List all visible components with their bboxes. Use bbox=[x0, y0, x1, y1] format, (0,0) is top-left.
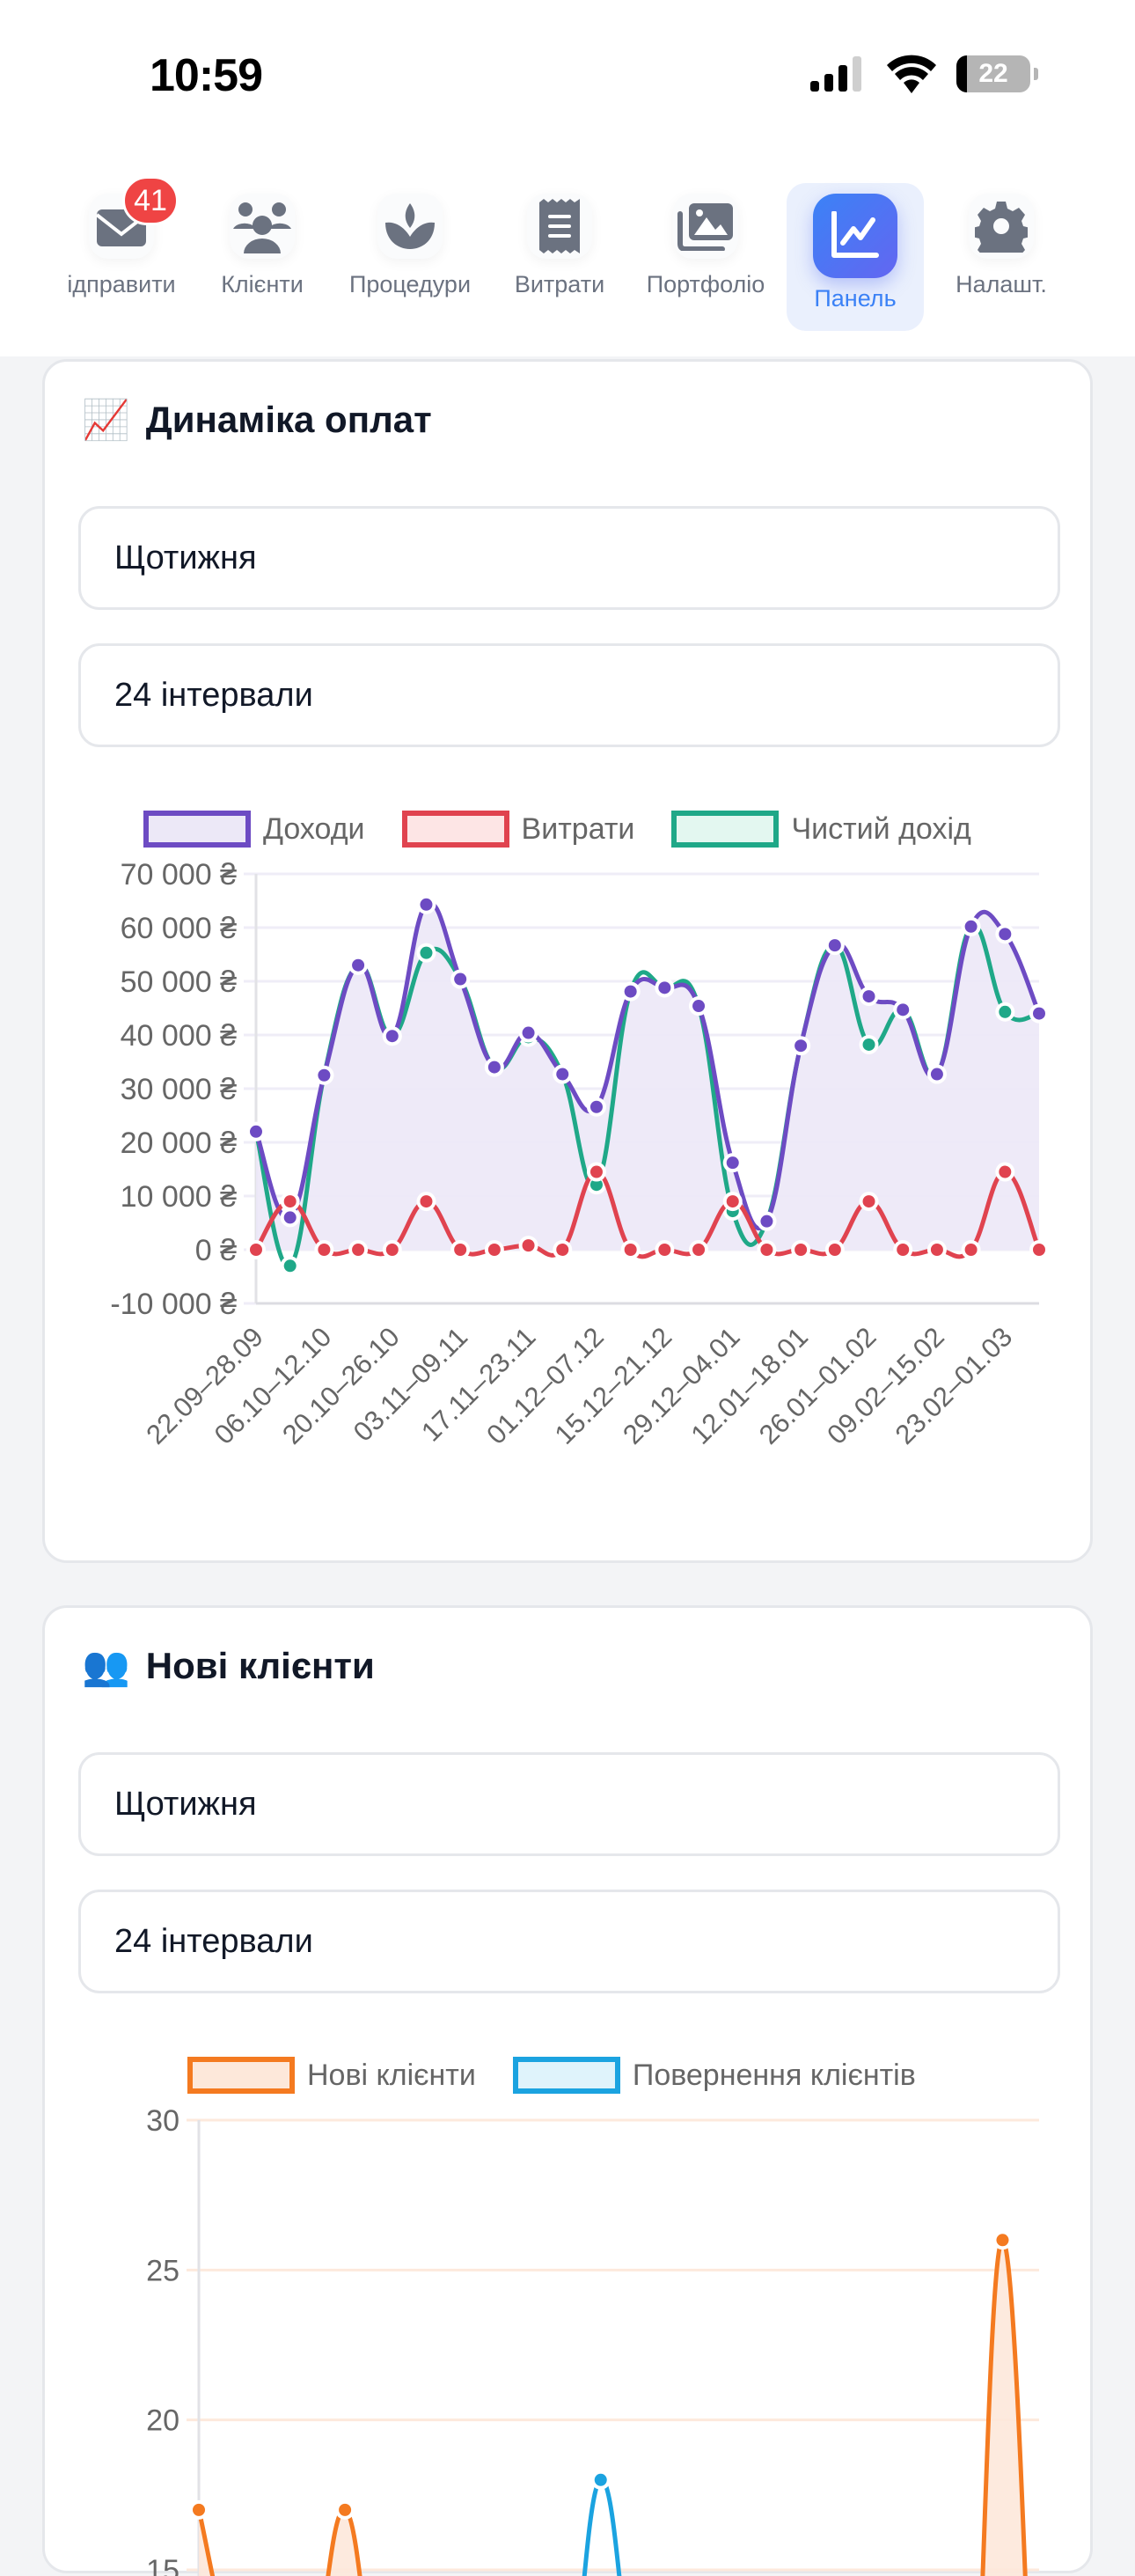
legend-item-expenses[interactable]: Витрати bbox=[401, 811, 634, 848]
lotus-icon bbox=[385, 203, 435, 249]
payments-line-chart: 70 000 ₴ 60 000 ₴ 50 000 ₴ 40 000 ₴ 30 000 ₴… bbox=[110, 858, 1049, 1450]
battery-level: 22 bbox=[978, 59, 1008, 88]
card-title: 📈 Динаміка оплат bbox=[82, 397, 432, 443]
chart-legend: Нові клієнти Повернення клієнтів bbox=[187, 2057, 941, 2094]
period-select[interactable]: Щотижня bbox=[78, 1752, 1060, 1856]
busts-in-silhouette-icon: 👥 bbox=[82, 1645, 130, 1688]
svg-text:-10 000 ₴: -10 000 ₴ bbox=[110, 1288, 237, 1321]
tab-procedures[interactable]: Процедури bbox=[340, 183, 480, 331]
legend-item-income[interactable]: Доходи bbox=[143, 811, 365, 848]
svg-text:10 000 ₴: 10 000 ₴ bbox=[121, 1180, 237, 1214]
svg-text:0 ₴: 0 ₴ bbox=[195, 1234, 237, 1267]
tab-label: Панель bbox=[814, 285, 897, 312]
gear-icon bbox=[975, 202, 1028, 253]
svg-text:15: 15 bbox=[146, 2554, 179, 2576]
legend-item-new-clients[interactable]: Нові клієнти bbox=[187, 2057, 476, 2094]
svg-text:60 000 ₴: 60 000 ₴ bbox=[121, 912, 237, 945]
chart-increasing-icon: 📈 bbox=[82, 399, 130, 442]
svg-text:25: 25 bbox=[146, 2254, 179, 2287]
svg-text:40 000 ₴: 40 000 ₴ bbox=[121, 1019, 237, 1053]
payments-title: Динаміка оплат bbox=[145, 399, 432, 440]
cellular-signal-icon bbox=[810, 56, 861, 92]
payments-dynamics-card: 📈 Динаміка оплат Щотижня 24 інтервали До… bbox=[42, 359, 1093, 1563]
chart-line-icon bbox=[831, 211, 879, 258]
svg-text:50 000 ₴: 50 000 ₴ bbox=[121, 965, 237, 999]
tab-portfolio[interactable]: Портфоліо bbox=[635, 183, 776, 331]
tab-clients[interactable]: Клієнти bbox=[192, 183, 333, 331]
tab-label: Налашт. bbox=[956, 271, 1047, 297]
svg-text:70 000 ₴: 70 000 ₴ bbox=[121, 858, 237, 892]
top-tab-bar: 41 ідправити Клієнти Процедури bbox=[0, 150, 1135, 356]
tab-label: ідправити bbox=[67, 271, 176, 297]
tab-dashboard[interactable]: Панель bbox=[787, 183, 924, 331]
tab-settings[interactable]: Налашт. bbox=[933, 183, 1070, 331]
svg-text:30 000 ₴: 30 000 ₴ bbox=[121, 1073, 237, 1106]
images-icon bbox=[677, 203, 733, 251]
users-icon bbox=[233, 202, 291, 253]
clients-title: Нові клієнти bbox=[145, 1645, 375, 1686]
chart-legend: Доходи Витрати Чистий дохід bbox=[143, 811, 996, 848]
legend-item-net-income[interactable]: Чистий дохід bbox=[671, 811, 971, 848]
tab-label: Витрати bbox=[514, 271, 605, 297]
intervals-select[interactable]: 24 інтервали bbox=[78, 1890, 1060, 1993]
legend-item-returning-clients[interactable]: Повернення клієнтів bbox=[512, 2057, 916, 2094]
svg-text:20: 20 bbox=[146, 2404, 179, 2438]
svg-text:20 000 ₴: 20 000 ₴ bbox=[121, 1127, 237, 1160]
intervals-select[interactable]: 24 інтервали bbox=[78, 643, 1060, 747]
status-time: 10:59 bbox=[150, 50, 263, 101]
status-icons: 22 bbox=[809, 55, 1038, 93]
tab-expenses[interactable]: Витрати bbox=[489, 183, 630, 331]
receipt-icon bbox=[539, 199, 580, 253]
tab-label: Процедури bbox=[348, 271, 472, 297]
new-clients-line-chart: 3025201510 bbox=[146, 2104, 1039, 2576]
notification-badge: 41 bbox=[122, 176, 179, 225]
tab-send[interactable]: 41 ідправити bbox=[51, 176, 192, 331]
tab-label: Клієнти bbox=[221, 271, 304, 297]
battery-icon: 22 bbox=[956, 55, 1030, 92]
card-title: 👥 Нові клієнти bbox=[82, 1643, 375, 1689]
period-select[interactable]: Щотижня bbox=[78, 506, 1060, 610]
svg-text:30: 30 bbox=[146, 2104, 179, 2138]
wifi-icon bbox=[887, 55, 936, 93]
new-clients-card: 👥 Нові клієнти Щотижня 24 інтервали Нові… bbox=[42, 1605, 1093, 2576]
tab-label: Портфоліо bbox=[646, 271, 765, 297]
status-bar: 10:59 22 bbox=[0, 0, 1135, 150]
